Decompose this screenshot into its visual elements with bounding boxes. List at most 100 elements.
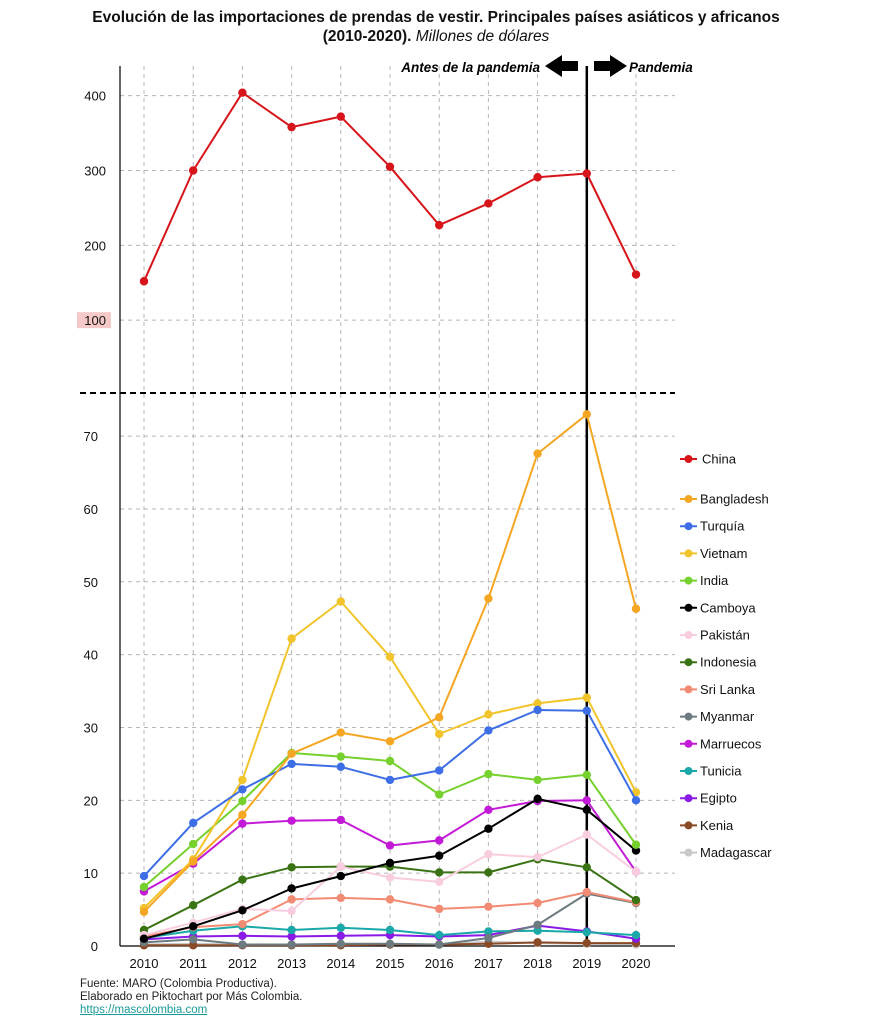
data-point <box>336 871 345 881</box>
data-point <box>336 862 345 871</box>
data-point <box>631 604 641 613</box>
data-point <box>582 796 591 805</box>
data-point <box>336 815 345 825</box>
data-point <box>189 857 198 866</box>
legend-item: Vietnam <box>680 546 747 561</box>
source-link[interactable]: https://mascolombia.com <box>80 1004 208 1016</box>
series-marruecos <box>139 796 641 896</box>
y-tick-label: 50 <box>84 575 98 590</box>
data-point <box>287 759 296 769</box>
legend-item: China <box>680 452 737 467</box>
data-point <box>582 169 591 178</box>
data-point <box>385 841 395 850</box>
data-point <box>582 887 591 897</box>
data-point <box>533 852 542 862</box>
y-tick-label: 100 <box>84 313 106 328</box>
chart-title: Evolución de las importaciones de prenda… <box>0 8 872 46</box>
source-note: Fuente: MARO (Colombia Productiva). Elab… <box>80 978 302 1017</box>
data-point <box>435 713 444 722</box>
annotation-pandemic: Pandemia <box>629 60 693 75</box>
data-point <box>238 906 247 915</box>
chart-title-unit: Millones de dólares <box>415 28 550 45</box>
data-point <box>533 705 542 715</box>
legend-swatch-marker <box>684 549 693 558</box>
data-point <box>582 693 591 702</box>
legend-swatch-marker <box>684 576 693 585</box>
data-point <box>189 839 198 849</box>
data-point <box>287 940 296 949</box>
series-sri lanka <box>139 887 641 941</box>
x-tick-label: 2015 <box>376 956 405 971</box>
data-point <box>238 775 247 785</box>
legend-item: Egipto <box>680 791 737 806</box>
data-point <box>484 199 493 208</box>
legend-item: Kenia <box>680 818 734 833</box>
data-point <box>238 796 247 806</box>
data-point <box>385 939 395 949</box>
data-point <box>484 805 493 814</box>
data-point <box>631 796 641 805</box>
x-tick-label: 2019 <box>572 956 601 971</box>
data-point <box>582 410 591 419</box>
data-point <box>435 930 444 940</box>
source-line-2: Elaborado en Piktochart por Más Colombia… <box>80 991 303 1003</box>
data-point <box>484 850 493 859</box>
annotation-before-pandemic: Antes de la pandemia <box>400 60 540 75</box>
data-point <box>336 923 345 932</box>
data-point <box>533 898 542 908</box>
y-tick-label: 0 <box>91 939 98 954</box>
legend-label: Pakistán <box>700 628 750 643</box>
chart-title-main: Evolución de las importaciones de prenda… <box>92 9 780 26</box>
legend-item: Tunicia <box>680 764 742 779</box>
data-point <box>484 710 493 719</box>
legend-label: Marruecos <box>700 736 762 751</box>
data-point <box>287 816 296 825</box>
data-point <box>484 726 493 735</box>
annotations: Antes de la pandemia Pandemia <box>400 55 693 77</box>
legend-item: Indonesia <box>680 655 757 670</box>
data-point <box>533 449 542 458</box>
legend-swatch-marker <box>684 821 693 830</box>
data-point <box>189 935 198 944</box>
data-point <box>582 706 591 715</box>
data-point <box>287 906 296 916</box>
data-point <box>533 173 542 182</box>
legend-swatch-marker <box>684 455 693 463</box>
legend-label: Sri Lanka <box>700 682 756 697</box>
x-tick-label: 2013 <box>277 956 306 971</box>
data-point <box>484 939 493 949</box>
x-tick-label: 2010 <box>130 956 159 971</box>
data-point <box>287 863 296 872</box>
data-point <box>385 925 395 935</box>
data-point <box>287 749 296 758</box>
data-point <box>336 728 345 737</box>
data-point <box>238 785 247 794</box>
data-point <box>336 597 345 606</box>
x-tick-label: 2016 <box>425 956 454 971</box>
data-point <box>287 634 296 643</box>
data-point <box>385 737 395 746</box>
x-tick-label: 2018 <box>523 956 552 971</box>
legend-label: India <box>700 573 729 588</box>
data-point <box>435 729 444 739</box>
data-point <box>139 907 149 916</box>
data-point <box>139 277 149 286</box>
data-point <box>631 270 641 279</box>
data-point <box>385 775 395 785</box>
chart-title-years: (2010-2020). <box>322 28 412 45</box>
data-point <box>385 873 395 882</box>
x-tick-label: 2012 <box>228 956 257 971</box>
tick-highlight <box>77 312 111 329</box>
legend-swatch-marker <box>684 603 693 612</box>
data-point <box>533 926 542 935</box>
data-point <box>189 941 198 950</box>
data-point <box>631 840 641 849</box>
series-bangladesh <box>139 410 641 916</box>
data-point <box>385 652 395 662</box>
data-point <box>582 927 591 937</box>
legend-label: Tunicia <box>700 764 742 779</box>
legend-item: Pakistán <box>680 628 750 643</box>
data-point <box>189 818 198 828</box>
legend-label: Bangladesh <box>700 492 769 507</box>
